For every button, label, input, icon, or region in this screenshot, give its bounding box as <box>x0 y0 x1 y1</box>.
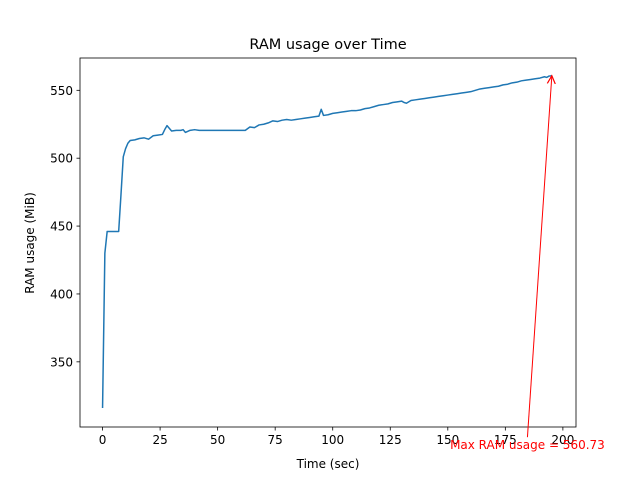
x-tick-label: 175 <box>494 433 517 447</box>
annotation-label: Max RAM usage = 560.73 <box>450 438 605 452</box>
x-tick-label: 100 <box>321 433 344 447</box>
x-tick-label: 75 <box>268 433 283 447</box>
x-tick-label: 50 <box>210 433 225 447</box>
plot-frame <box>79 57 577 428</box>
chart-title: RAM usage over Time <box>249 37 406 53</box>
x-tick-label: 150 <box>436 433 459 447</box>
x-tick-label: 0 <box>99 433 107 447</box>
x-tick-label: 200 <box>551 433 574 447</box>
y-axis-ticks: 350 400 450 500 550 <box>50 84 80 369</box>
y-tick-label: 400 <box>50 287 73 301</box>
x-tick-label: 25 <box>152 433 167 447</box>
annotation-arrow <box>526 76 551 438</box>
x-axis-ticks: 0 25 50 75 100 125 150 175 200 <box>99 427 574 447</box>
y-tick-label: 450 <box>50 220 73 234</box>
series-line-0 <box>101 74 552 409</box>
y-tick-label: 350 <box>50 355 73 369</box>
x-axis-label: Time (sec) <box>296 457 360 471</box>
plot-area <box>79 57 577 428</box>
x-tick-label: 125 <box>379 433 402 447</box>
max-annotation: Max RAM usage = 560.73 <box>450 76 605 452</box>
y-axis-label: RAM usage (MiB) <box>23 192 37 294</box>
y-tick-label: 500 <box>50 152 73 166</box>
y-tick-label: 550 <box>50 84 73 98</box>
